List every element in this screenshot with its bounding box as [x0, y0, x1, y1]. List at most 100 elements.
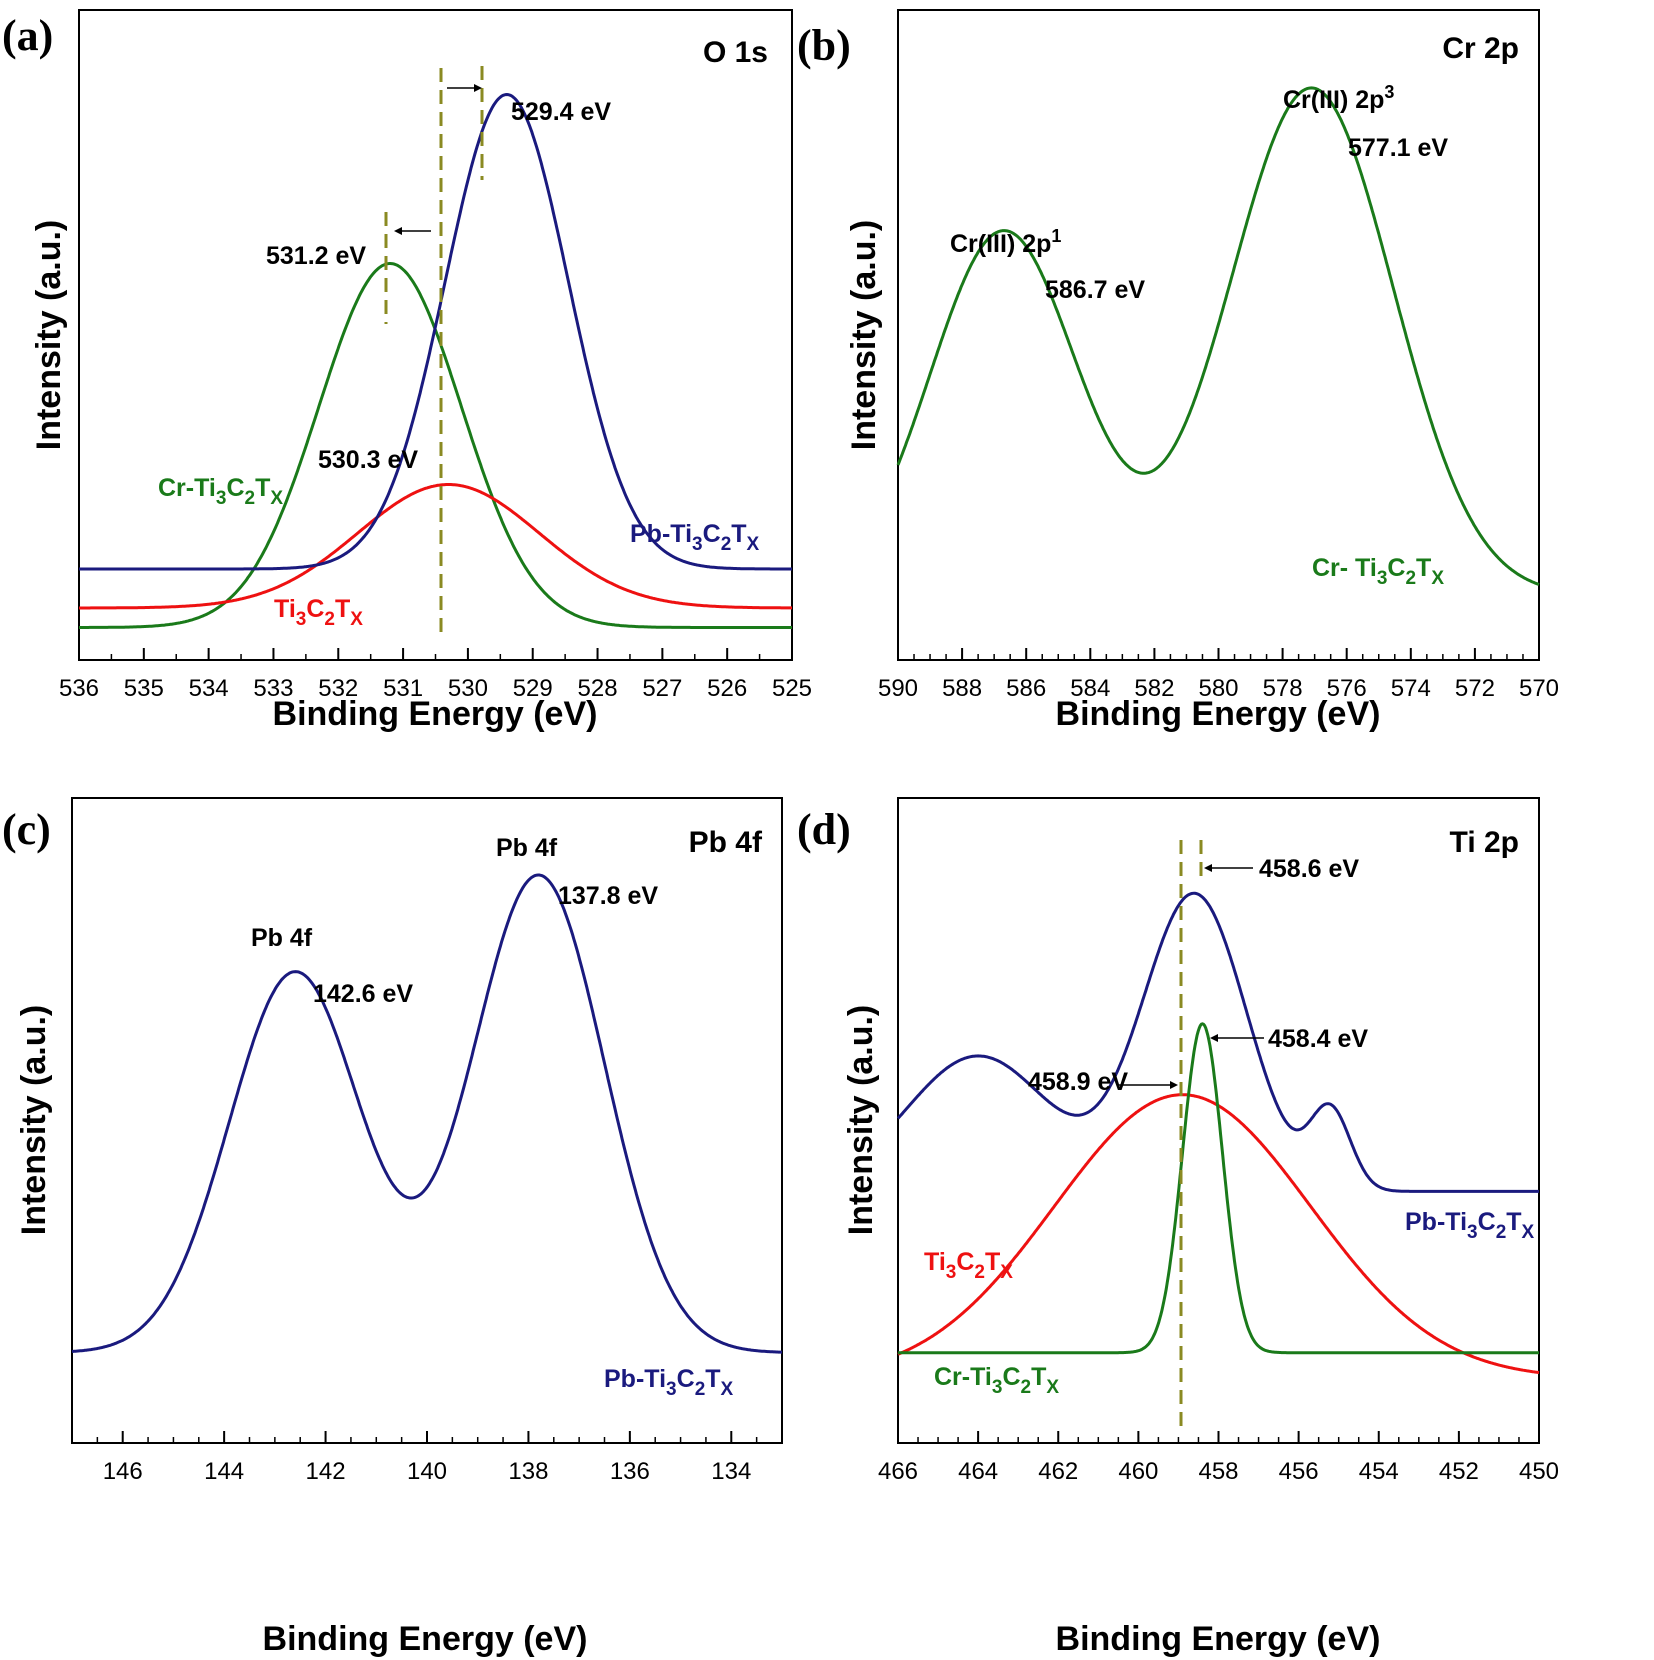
tick-label: 532 [318, 675, 358, 702]
tick-label: 458 [1198, 1458, 1238, 1485]
tick-label: 142 [306, 1458, 346, 1485]
tick-label: 146 [103, 1458, 143, 1485]
panel-d-series-label-cr: Cr-Ti3C2TX [934, 1363, 1059, 1398]
tick-label: 140 [407, 1458, 447, 1485]
panel-b-title: Cr 2p [1442, 32, 1519, 65]
panel-b-series-cr [896, 86, 1540, 586]
panel-d-series-label-ti: Ti3C2TX [924, 1248, 1013, 1283]
tick-label: 462 [1038, 1458, 1078, 1485]
tick-label: 466 [878, 1458, 918, 1485]
panel-c-peak1-name: Pb 4f [251, 924, 313, 952]
panel-a-ylabel: Intensity (a.u.) [30, 220, 68, 450]
tick-label: 533 [253, 675, 293, 702]
tick-label: 525 [772, 675, 812, 702]
tick-label: 534 [189, 675, 229, 702]
tick-label: 582 [1134, 675, 1174, 702]
panel-a-xlabel: Binding Energy (eV) [273, 695, 598, 733]
tick-label: 584 [1070, 675, 1110, 702]
tick-label: 529 [513, 675, 553, 702]
panel-a-arrowhead-right [474, 84, 482, 92]
panel-c-series-pb [71, 873, 783, 1354]
panel-c: (c) Pb 4f Binding Energy (eV) Intensity … [2, 797, 783, 1658]
panel-d-series-label-pb: Pb-Ti3C2TX [1405, 1208, 1535, 1243]
panel-d-title: Ti 2p [1450, 826, 1519, 859]
tick-label: 588 [942, 675, 982, 702]
panel-c-peak1-value: 142.6 eV [313, 980, 413, 1008]
panel-b-ylabel: Intensity (a.u.) [845, 220, 883, 450]
panel-b-peak2-name: Cr(III) 2p3 [1283, 82, 1394, 114]
tick-label: 454 [1359, 1458, 1399, 1485]
panel-a-series-cr [79, 262, 792, 629]
panel-a-series-ti [79, 483, 792, 610]
panel-d-peak-label-ti: 458.9 eV [1028, 1068, 1128, 1096]
tick-label: 527 [642, 675, 682, 702]
panel-a-xaxis: 536 535 534 533 532 531 530 529 528 527 526 525 [59, 648, 812, 702]
panel-c-xaxis: 146 144 142 140 138 136 134 [71, 1431, 783, 1485]
tick-label: 144 [204, 1458, 244, 1485]
tick-label: 530 [448, 675, 488, 702]
panel-d-tag: (d) [797, 805, 851, 854]
tick-label: 460 [1118, 1458, 1158, 1485]
panel-a-peak-label-cr: 531.2 eV [266, 242, 366, 270]
panel-c-tag: (c) [2, 805, 51, 854]
tick-label: 528 [578, 675, 618, 702]
tick-label: 576 [1327, 675, 1367, 702]
panel-b: (b) Cr 2p Binding Energy (eV) Intensity … [797, 9, 1559, 733]
tick-label: 531 [383, 675, 423, 702]
panel-b-peak1-name: Cr(III) 2p1 [950, 226, 1061, 258]
tick-label: 134 [711, 1458, 751, 1485]
tick-label: 450 [1519, 1458, 1559, 1485]
panel-d-peak-label-pb: 458.6 eV [1259, 855, 1359, 883]
panel-a-series-label-pb: Pb-Ti3C2TX [630, 520, 760, 555]
panel-a-series-label-ti: Ti3C2TX [274, 595, 363, 630]
tick-label: 590 [878, 675, 918, 702]
panel-b-frame [897, 9, 1540, 661]
panel-d-series-cr [898, 1022, 1539, 1355]
tick-label: 570 [1519, 675, 1559, 702]
tick-label: 535 [124, 675, 164, 702]
panel-a-peak-label-ti: 530.3 eV [318, 446, 418, 474]
panel-d-arrowhead-pb [1204, 864, 1212, 872]
panel-d-xaxis: 466 464 462 460 458 456 454 452 450 [878, 1431, 1559, 1485]
panel-c-frame [71, 797, 783, 1444]
panel-a-peak-label-pb: 529.4 eV [511, 98, 611, 126]
panel-d-arrowhead-ti [1170, 1081, 1178, 1089]
panel-c-series-label: Pb-Ti3C2TX [604, 1365, 734, 1400]
panel-c-ylabel: Intensity (a.u.) [15, 1005, 53, 1235]
panel-b-tag: (b) [797, 21, 851, 70]
panel-b-xlabel: Binding Energy (eV) [1056, 695, 1381, 733]
tick-label: 456 [1279, 1458, 1319, 1485]
panel-d-arrowhead-cr [1210, 1034, 1218, 1042]
tick-label: 452 [1439, 1458, 1479, 1485]
panel-c-title: Pb 4f [689, 826, 763, 859]
panel-b-peak2-value: 577.1 eV [1348, 134, 1448, 162]
panel-b-xaxis: 590 588 586 584 582 580 578 576 574 572 570 [878, 648, 1559, 702]
panel-d-peak-label-cr: 458.4 eV [1268, 1025, 1368, 1053]
tick-label: 572 [1455, 675, 1495, 702]
panel-b-peak1-value: 586.7 eV [1045, 276, 1145, 304]
panel-d: (d) Ti 2p Binding Energy (eV) Intensity … [797, 797, 1559, 1658]
tick-label: 138 [508, 1458, 548, 1485]
tick-label: 578 [1263, 675, 1303, 702]
tick-label: 464 [958, 1458, 998, 1485]
panel-a-series-label-cr: Cr-Ti3C2TX [158, 474, 283, 509]
panel-c-peak2-value: 137.8 eV [558, 882, 658, 910]
tick-label: 136 [610, 1458, 650, 1485]
panel-a-arrowhead-left [394, 227, 402, 235]
panel-a: (a) O 1s Binding Energy (eV) Intensity (… [2, 9, 812, 733]
panel-d-xlabel: Binding Energy (eV) [1056, 1620, 1381, 1658]
tick-label: 536 [59, 675, 99, 702]
tick-label: 580 [1198, 675, 1238, 702]
tick-label: 586 [1006, 675, 1046, 702]
panel-d-ylabel: Intensity (a.u.) [842, 1005, 880, 1235]
panel-c-xlabel: Binding Energy (eV) [263, 1620, 588, 1658]
panel-b-series-label: Cr- Ti3C2TX [1312, 554, 1444, 589]
panel-a-series-pb [79, 92, 792, 571]
panel-a-title: O 1s [703, 36, 768, 69]
panel-c-peak2-name: Pb 4f [496, 834, 558, 862]
panel-d-series-pb [896, 891, 1539, 1193]
tick-label: 574 [1391, 675, 1431, 702]
tick-label: 526 [707, 675, 747, 702]
panel-a-tag: (a) [2, 11, 53, 60]
